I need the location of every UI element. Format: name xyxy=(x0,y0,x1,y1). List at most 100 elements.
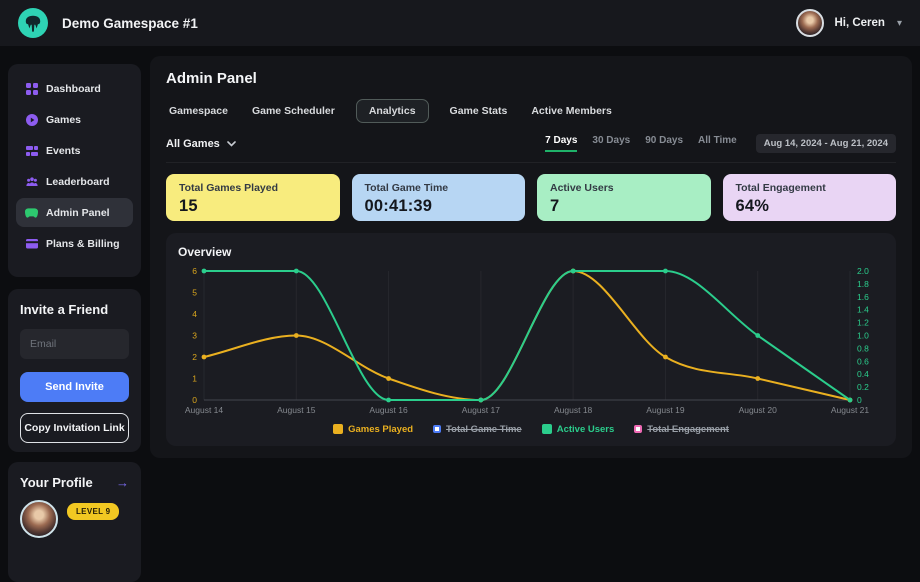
legend-item[interactable]: Total Game Time xyxy=(433,424,522,435)
range-all-time[interactable]: All Time xyxy=(698,135,737,146)
user-avatar[interactable] xyxy=(796,9,825,37)
svg-text:August 15: August 15 xyxy=(277,405,316,415)
range-90-days[interactable]: 90 Days xyxy=(645,135,684,146)
sidebar-item-admin-panel[interactable]: Admin Panel xyxy=(16,198,133,227)
copy-invitation-link-button[interactable]: Copy Invitation Link xyxy=(20,413,129,443)
games-filter-dropdown[interactable]: All Games xyxy=(166,138,236,150)
invite-friend-card: Invite a Friend Send Invite Copy Invitat… xyxy=(8,289,141,452)
sidebar-item-label: Games xyxy=(46,113,82,126)
sidebar-item-plans-billing[interactable]: Plans & Billing xyxy=(16,229,133,258)
events-icon xyxy=(25,144,38,157)
range-7-days[interactable]: 7 Days xyxy=(545,135,578,152)
tab-active-members[interactable]: Active Members xyxy=(531,105,612,117)
profile-avatar[interactable] xyxy=(20,500,58,538)
svg-text:2.0: 2.0 xyxy=(857,266,869,276)
svg-text:August 18: August 18 xyxy=(554,405,593,415)
sidebar-item-dashboard[interactable]: Dashboard xyxy=(16,74,133,103)
legend-item[interactable]: Active Users xyxy=(541,423,615,435)
leaderboard-icon xyxy=(25,175,38,188)
svg-text:0.8: 0.8 xyxy=(857,343,869,353)
sidebar-nav: Dashboard Games Events Leaderboard Admin… xyxy=(8,64,141,277)
tab-game-scheduler[interactable]: Game Scheduler xyxy=(251,105,335,117)
games-filter-label: All Games xyxy=(166,137,220,150)
stat-label: Total Game Time xyxy=(364,182,449,194)
user-menu[interactable]: Hi, Ceren ▾ xyxy=(796,9,902,37)
stat-value: 00:41:39 xyxy=(364,197,433,215)
stat-card: Total Engagement 64% xyxy=(722,174,896,221)
main-panel: Admin Panel Gamespace Game Scheduler Ana… xyxy=(150,56,912,458)
overview-chart[interactable]: 0 1 2 3 4 5 6 0 0.2 0.4 0.6 0.8 1.0 1.2 1.4 1.6 1.8 2.0 Au… xyxy=(178,263,884,420)
svg-text:4: 4 xyxy=(192,309,197,319)
email-field[interactable] xyxy=(20,329,129,359)
sidebar-item-events[interactable]: Events xyxy=(16,136,133,165)
tab-game-stats[interactable]: Game Stats xyxy=(449,105,508,117)
svg-text:1.4: 1.4 xyxy=(857,305,869,315)
sidebar-item-label: Leaderboard xyxy=(46,175,110,188)
time-range-selector: 7 Days 30 Days 90 Days All Time Aug 14, … xyxy=(545,134,896,153)
stats-row: Total Games Played 15 Total Game Time 00… xyxy=(166,174,896,221)
legend-label: Games Played xyxy=(348,423,414,435)
send-invite-button[interactable]: Send Invite xyxy=(20,372,129,402)
tab-gamespace[interactable]: Gamespace xyxy=(169,105,228,117)
user-greeting: Hi, Ceren xyxy=(834,17,885,29)
stat-label: Total Games Played xyxy=(179,182,279,194)
admin-panel-icon xyxy=(25,206,38,219)
svg-text:0.2: 0.2 xyxy=(857,382,869,392)
svg-text:1.6: 1.6 xyxy=(857,292,869,302)
stat-label: Total Engagement xyxy=(735,182,826,194)
legend-swatch xyxy=(433,425,442,433)
chart-legend: Games Played Total Game Time Active Users T… xyxy=(178,420,884,438)
svg-text:1.8: 1.8 xyxy=(857,279,869,289)
svg-text:1: 1 xyxy=(192,374,197,384)
chart-title: Overview xyxy=(178,245,232,259)
svg-text:1.2: 1.2 xyxy=(857,318,869,328)
overview-chart-card: Overview 0 1 2 3 4 5 6 0 0.2 0.4 0.6 0.8 1.0 1.2 1.4 1.… xyxy=(166,233,896,446)
legend-label: Active Users xyxy=(556,423,615,435)
legend-item[interactable]: Games Played xyxy=(333,424,413,435)
stat-value: 15 xyxy=(179,197,198,215)
svg-text:1.0: 1.0 xyxy=(857,331,869,341)
date-range-chip[interactable]: Aug 14, 2024 - Aug 21, 2024 xyxy=(755,134,896,153)
svg-text:August 16: August 16 xyxy=(369,405,408,415)
arrow-right-icon[interactable]: → xyxy=(116,475,129,490)
your-profile-title: Your Profile xyxy=(20,475,93,490)
range-30-days[interactable]: 30 Days xyxy=(592,135,631,146)
sidebar-item-games[interactable]: Games xyxy=(16,105,133,134)
sidebar-item-label: Dashboard xyxy=(46,82,101,95)
svg-text:2: 2 xyxy=(192,352,197,362)
topbar: Demo Gamespace #1 Hi, Ceren ▾ xyxy=(0,0,920,46)
stat-card: Active Users 7 xyxy=(537,174,711,221)
svg-text:3: 3 xyxy=(192,331,197,341)
svg-text:August 17: August 17 xyxy=(462,405,501,415)
chevron-down-icon xyxy=(227,140,236,147)
app-logo-icon[interactable] xyxy=(18,8,48,38)
page-title: Admin Panel xyxy=(166,70,257,87)
sidebar-item-label: Plans & Billing xyxy=(46,237,120,250)
legend-swatch xyxy=(333,424,344,434)
legend-swatch xyxy=(541,424,552,434)
stat-card: Total Games Played 15 xyxy=(166,174,340,221)
svg-text:0: 0 xyxy=(192,395,197,405)
overview-chart-svg: 0 1 2 3 4 5 6 0 0.2 0.4 0.6 0.8 1.0 1.2 1.4 1.6 1.8 2.0 Au… xyxy=(185,266,870,415)
sidebar-item-label: Events xyxy=(46,144,81,157)
sidebar-item-label: Admin Panel xyxy=(46,206,110,219)
svg-text:5: 5 xyxy=(192,288,197,298)
tab-bar: Gamespace Game Scheduler Analytics Game … xyxy=(166,98,896,124)
svg-text:0.6: 0.6 xyxy=(857,356,869,366)
invite-friend-title: Invite a Friend xyxy=(20,302,109,317)
level-badge: LEVEL 9 xyxy=(67,503,120,520)
svg-text:6: 6 xyxy=(192,266,197,276)
stat-card: Total Game Time 00:41:39 xyxy=(351,174,525,221)
legend-item[interactable]: Total Engagement xyxy=(634,424,729,435)
sidebar-item-leaderboard[interactable]: Leaderboard xyxy=(16,167,133,196)
stat-value: 7 xyxy=(550,197,560,215)
svg-text:August 21: August 21 xyxy=(831,405,870,415)
gamespace-title: Demo Gamespace #1 xyxy=(62,15,198,31)
elephant-logo-glyph xyxy=(25,15,41,32)
stat-value: 64% xyxy=(735,197,770,215)
tab-analytics[interactable]: Analytics xyxy=(355,99,429,123)
chevron-down-icon[interactable]: ▾ xyxy=(896,17,902,29)
svg-text:0: 0 xyxy=(857,395,862,405)
svg-text:August 19: August 19 xyxy=(646,405,685,415)
